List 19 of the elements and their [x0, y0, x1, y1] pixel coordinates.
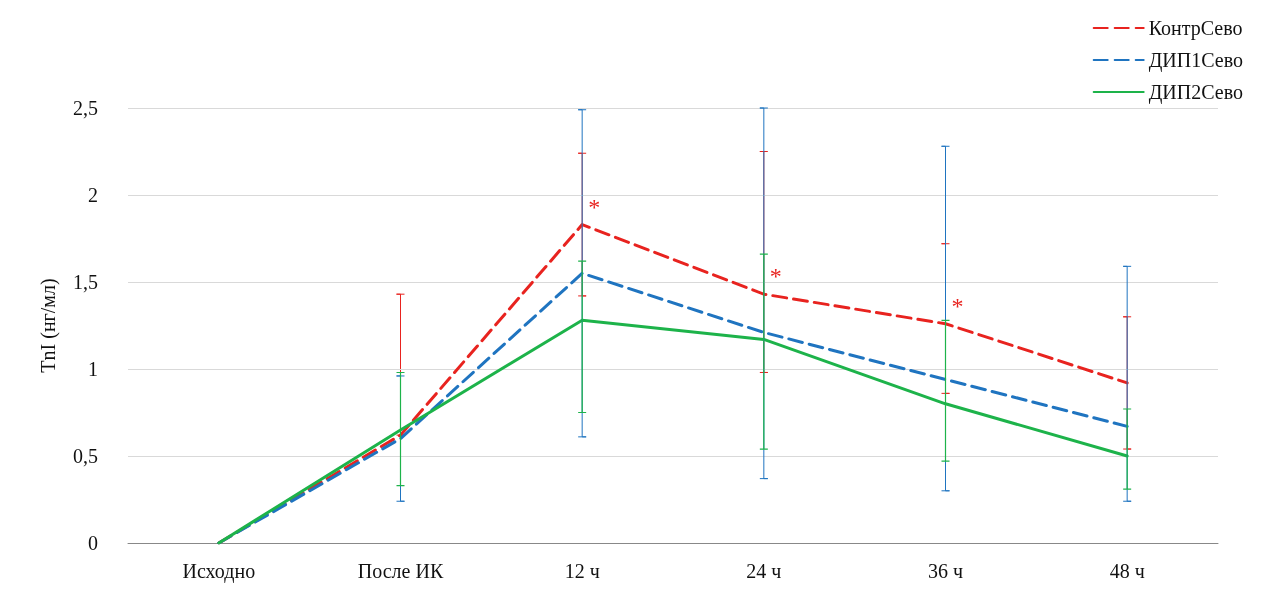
annotation: *	[769, 263, 782, 290]
y-tick-label: 0	[88, 532, 98, 554]
y-tick-label: 1	[88, 358, 98, 380]
y-tick-label: 1,5	[73, 271, 98, 293]
y-tick-label: 2	[88, 184, 98, 206]
legend-label: КонтрСево	[1148, 17, 1243, 40]
y-tick-label: 0,5	[73, 445, 98, 467]
y-tick-label: 2,5	[73, 97, 98, 119]
x-tick-label: После ИК	[357, 560, 444, 582]
x-tick-label: 12 ч	[564, 560, 600, 582]
y-axis-title: TnI (нг/мл)	[37, 278, 60, 373]
x-tick-label: Исходно	[182, 560, 256, 583]
x-tick-label: 24 ч	[746, 560, 782, 582]
x-tick-label: 48 ч	[1109, 560, 1145, 582]
legend-label: ДИП1Сево	[1148, 49, 1243, 72]
annotation: *	[588, 193, 601, 220]
annotation: *	[951, 292, 964, 319]
legend-label: ДИП2Сево	[1148, 81, 1243, 104]
x-tick-label: 36 ч	[927, 560, 964, 582]
